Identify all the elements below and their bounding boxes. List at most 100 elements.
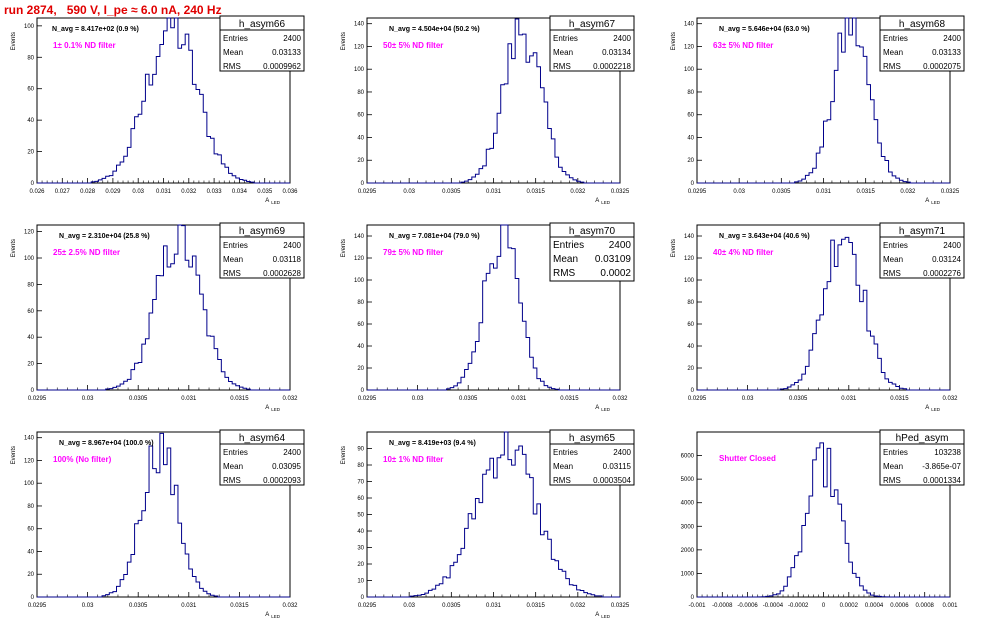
stats-value-rms: 0.0002075	[923, 62, 961, 71]
x-tick-label: 0.031	[181, 396, 197, 402]
y-tick-label: 140	[684, 234, 695, 240]
x-tick-label: 0.0315	[526, 603, 545, 609]
stats-box-title: h_asym68	[899, 19, 946, 30]
y-tick-label: 40	[27, 335, 34, 341]
stats-value-mean: 0.03133	[932, 48, 961, 57]
y-tick-label: 20	[27, 572, 34, 578]
stats-key-mean: Mean	[223, 462, 243, 471]
stats-value-mean: 0.03133	[272, 48, 301, 57]
x-tick-label: 0.032	[612, 396, 628, 402]
y-tick-label: 120	[24, 458, 35, 464]
x-tick-label: 0.03	[733, 189, 745, 195]
y-tick-label: 120	[24, 230, 35, 236]
stats-box-title: h_asym64	[239, 433, 286, 444]
stats-value-mean: 0.03134	[602, 48, 631, 57]
x-tick-label: 0.034	[232, 189, 248, 195]
y-tick-label: 40	[687, 344, 694, 350]
x-tick-label: 0.033	[207, 189, 223, 195]
x-axis-label-sub: LED	[931, 407, 941, 412]
chart-panel-h_asym64: 0.0295 0.03 0.0305 0.031 0.0315 0.032 0 20 40 60 8…	[11, 429, 305, 619]
y-tick-label: 60	[357, 113, 364, 119]
filter-annotation: Shutter Closed	[719, 454, 776, 463]
x-axis-label: A LED	[595, 198, 611, 205]
x-tick-label: 0.0295	[358, 189, 377, 195]
stats-key-entries: Entries	[553, 448, 578, 457]
x-tick-label: 0.0004	[865, 603, 884, 609]
stats-box-frame	[879, 429, 965, 486]
stats-key-entries: Entries	[223, 448, 248, 457]
filter-annotation: 1± 0.1% ND filter	[53, 41, 116, 50]
x-axis-label: A LED	[595, 405, 611, 412]
x-tick-label: 0.0295	[28, 396, 47, 402]
x-tick-label: 0.028	[80, 189, 96, 195]
y-tick-label: 0	[361, 595, 365, 601]
x-tick-label: 0.03	[82, 396, 94, 402]
y-tick-label: 80	[357, 90, 364, 96]
y-tick-label: 120	[684, 44, 695, 50]
y-axis-label: Events	[341, 239, 347, 257]
navg-label: N_avg = 7.081e+04 (79.0 %)	[389, 233, 480, 240]
x-tick-label: 0.027	[55, 189, 71, 195]
x-tick-label: 0.0305	[442, 603, 461, 609]
y-axis-label: Events	[11, 239, 17, 257]
filter-annotation: 25± 2.5% ND filter	[53, 248, 120, 257]
x-axis-label-sub: LED	[271, 200, 281, 205]
chart-panel-h_asym70: 0.0295 0.03 0.0305 0.031 0.0315 0.032 0 20 40 60 8…	[341, 222, 635, 412]
y-axis-label: Events	[341, 32, 347, 50]
stats-box-frame	[219, 222, 305, 279]
x-tick-label: 0.0315	[526, 189, 545, 195]
stats-box-frame	[879, 222, 965, 279]
stats-key-rms: RMS	[223, 62, 241, 71]
stats-box-frame	[549, 222, 635, 282]
y-tick-label: 0	[31, 595, 35, 601]
chart-panel-h_asym68: 0.0295 0.03 0.0305 0.031 0.0315 0.032 0.0325 0 2…	[671, 15, 965, 205]
x-tick-label: 0.0305	[459, 396, 478, 402]
stats-box-title: h_asym70	[569, 226, 616, 237]
histogram-series	[697, 442, 950, 598]
stats-box: h_asym68 Entries 2400 Mean 0.03133 RMS 0.00020…	[879, 15, 965, 72]
chart-panel-h_asym69: 0.0295 0.03 0.0305 0.031 0.0315 0.032 0 20 40 60 8…	[11, 222, 305, 412]
stats-value-mean: 0.03118	[273, 255, 302, 264]
y-tick-label: 60	[687, 322, 694, 328]
y-tick-label: 100	[354, 278, 365, 284]
x-tick-label: 0.036	[282, 189, 298, 195]
navg-label: N_avg = 8.417e+02 (0.9 %)	[52, 26, 139, 33]
chart-panel-h_asym67: 0.0295 0.03 0.0305 0.031 0.0315 0.032 0.0325 0 2…	[341, 15, 635, 205]
y-tick-label: 80	[27, 55, 34, 61]
x-tick-label: 0.0325	[941, 189, 960, 195]
stats-key-entries: Entries	[883, 34, 908, 43]
x-tick-label: 0.0315	[230, 396, 249, 402]
stats-box-title: h_asym66	[239, 19, 286, 30]
filter-annotation: 63± 5% ND filter	[713, 41, 773, 50]
y-tick-label: 20	[27, 362, 34, 368]
stats-value-rms: 0.0003504	[593, 476, 631, 485]
y-tick-label: 20	[357, 366, 364, 372]
histogram-series	[697, 236, 950, 391]
x-axis-label-sub: LED	[601, 200, 611, 205]
x-tick-label: 0.0315	[230, 603, 249, 609]
plot-frame	[36, 431, 291, 598]
x-tick-label: -0.001	[688, 603, 706, 609]
y-tick-label: 0	[691, 388, 695, 394]
y-tick-label: 80	[687, 300, 694, 306]
x-tick-label: 0.0008	[916, 603, 935, 609]
stats-key-mean: Mean	[223, 48, 243, 57]
x-tick-label: 0.029	[105, 189, 121, 195]
stats-box-frame	[219, 429, 305, 486]
y-tick-label: 140	[354, 234, 365, 240]
y-tick-label: 10	[357, 579, 364, 585]
histogram-series	[367, 431, 620, 598]
y-tick-label: 60	[357, 322, 364, 328]
y-tick-label: 20	[687, 158, 694, 164]
navg-label: N_avg = 3.643e+04 (40.6 %)	[719, 233, 810, 240]
x-axis-label-sub: LED	[271, 614, 281, 619]
filter-annotation: 79± 5% ND filter	[383, 248, 443, 257]
stats-key-mean: Mean	[883, 255, 903, 264]
stats-box: h_asym67 Entries 2400 Mean 0.03134 RMS 0.00022…	[549, 15, 635, 72]
stats-value-rms: 0.0002	[600, 268, 631, 279]
stats-value-entries: 2400	[283, 241, 301, 250]
y-tick-label: 60	[357, 496, 364, 502]
y-tick-label: 100	[684, 67, 695, 73]
y-tick-label: 40	[357, 344, 364, 350]
stats-key-rms: RMS	[553, 62, 571, 71]
